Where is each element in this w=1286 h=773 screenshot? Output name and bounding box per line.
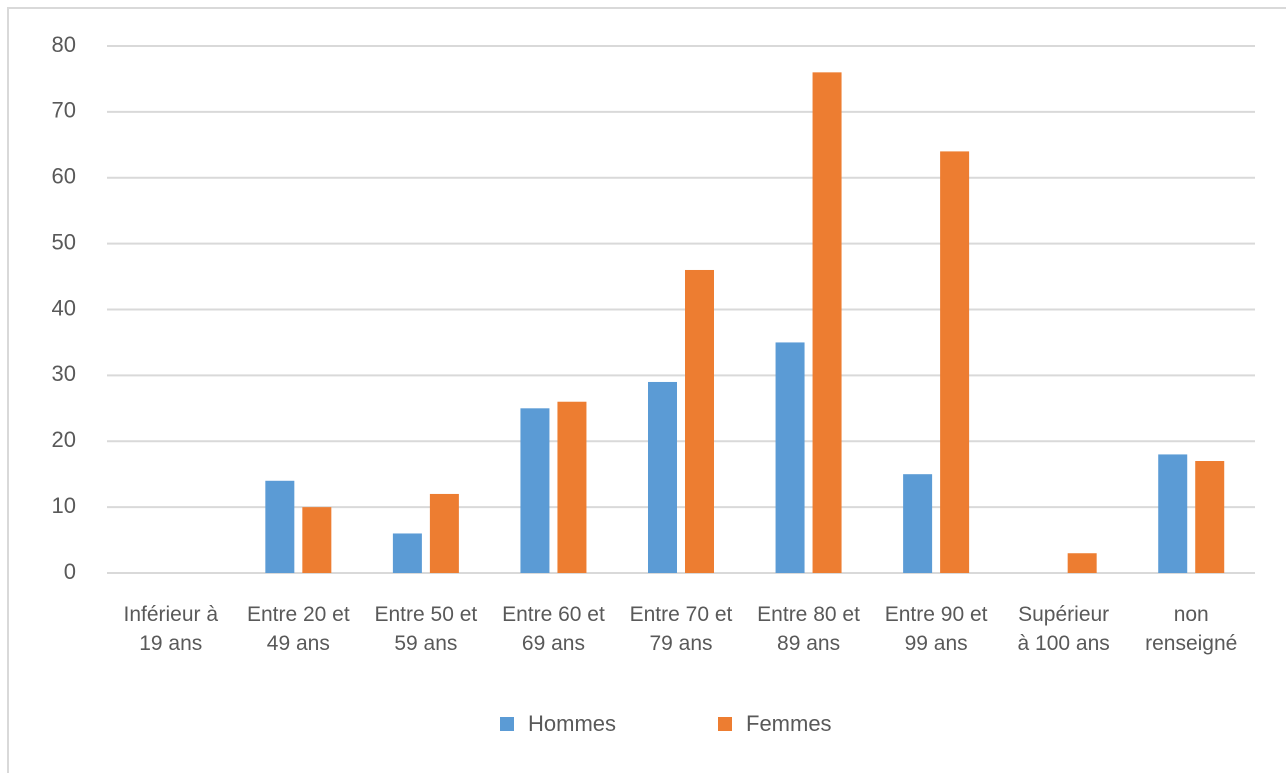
x-tick-label: Entre 90 et 99 ans <box>884 603 988 655</box>
y-tick-label: 60 <box>52 164 76 189</box>
x-tick-label: non renseigné <box>1145 603 1238 655</box>
x-tick-label: Entre 60 et 69 ans <box>502 603 605 655</box>
x-tick-label: Entre 20 et 49 ans <box>246 603 350 655</box>
y-tick-label: 0 <box>64 559 76 584</box>
bar <box>557 401 587 573</box>
legend-label: Femmes <box>746 711 832 736</box>
bar <box>1067 553 1097 573</box>
bar <box>940 151 970 573</box>
legend-swatch <box>500 717 514 731</box>
chart-border <box>7 7 1286 773</box>
bar <box>265 480 295 573</box>
y-tick-label: 30 <box>52 361 76 386</box>
bar <box>1158 454 1188 573</box>
legend-label: Hommes <box>528 711 616 736</box>
bar <box>429 493 459 573</box>
y-tick-label: 20 <box>52 427 76 452</box>
x-tick-label: Inférieur à 19 ans <box>123 603 219 655</box>
bar <box>302 507 332 573</box>
y-tick-label: 70 <box>52 98 76 123</box>
x-tick-label: Entre 80 et 89 ans <box>757 603 860 655</box>
legend-swatch <box>718 717 732 731</box>
y-tick-label: 40 <box>52 295 76 320</box>
y-tick-label: 50 <box>52 229 76 254</box>
x-tick-label: Supérieur à 100 ans <box>1017 603 1110 655</box>
x-tick-label: Entre 50 et 59 ans <box>374 603 478 655</box>
y-tick-label: 10 <box>52 493 76 518</box>
bar <box>392 533 422 573</box>
x-tick-label: Entre 70 et 79 ans <box>629 603 733 655</box>
bar <box>812 72 842 573</box>
bar <box>520 408 550 573</box>
bar <box>1195 461 1225 573</box>
bar <box>648 381 677 573</box>
bar <box>775 342 805 573</box>
y-tick-label: 80 <box>52 32 76 57</box>
bar <box>685 269 714 573</box>
bar <box>903 474 933 573</box>
